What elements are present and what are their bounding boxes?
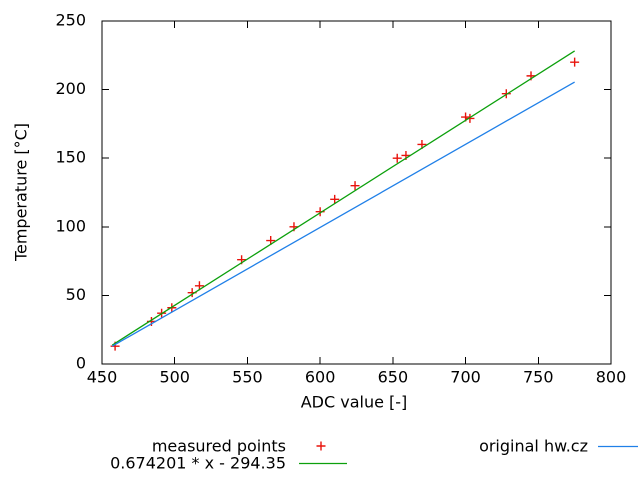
- x-tick-label: 600: [305, 368, 336, 387]
- x-tick-label: 650: [378, 368, 409, 387]
- y-tick-label: 100: [55, 216, 86, 235]
- axis-ticks: 450 500 550 600 650 700 750 800 0 50 100 150 200 250: [55, 11, 626, 387]
- x-tick-label: 500: [159, 368, 190, 387]
- y-tick-label: 200: [55, 79, 86, 98]
- x-tick-label: 800: [596, 368, 627, 387]
- y-tick-label: 0: [76, 354, 86, 373]
- series-measured-points: [110, 57, 580, 351]
- y-axis-title: Temperature [°C]: [12, 123, 31, 262]
- original-line: [111, 81, 575, 347]
- data-point-cross: [330, 194, 340, 204]
- x-tick-label: 550: [232, 368, 263, 387]
- y-tick-label: 50: [66, 285, 86, 304]
- y-tick-label: 250: [55, 11, 86, 30]
- fit-line: [111, 50, 575, 346]
- legend-label-measured: measured points: [152, 437, 286, 456]
- data-point-cross: [392, 153, 402, 163]
- x-tick-label: 700: [450, 368, 481, 387]
- legend-label-original: original hw.cz: [479, 437, 588, 456]
- x-tick-label: 750: [523, 368, 554, 387]
- data-point-cross: [194, 281, 204, 291]
- legend-samples: [299, 441, 638, 465]
- data-point-cross: [465, 113, 475, 123]
- x-tick-label: 450: [87, 368, 118, 387]
- data-point-cross: [570, 57, 580, 67]
- data-series: [110, 50, 580, 351]
- legend-label-fit: 0.674201 * x - 294.35: [110, 454, 286, 473]
- legend-plus-icon: [316, 441, 326, 451]
- data-point-cross: [266, 236, 276, 246]
- x-axis-title: ADC value [-]: [301, 393, 408, 412]
- data-point-cross: [350, 181, 360, 191]
- plot-border: [101, 20, 612, 365]
- y-tick-label: 150: [55, 148, 86, 167]
